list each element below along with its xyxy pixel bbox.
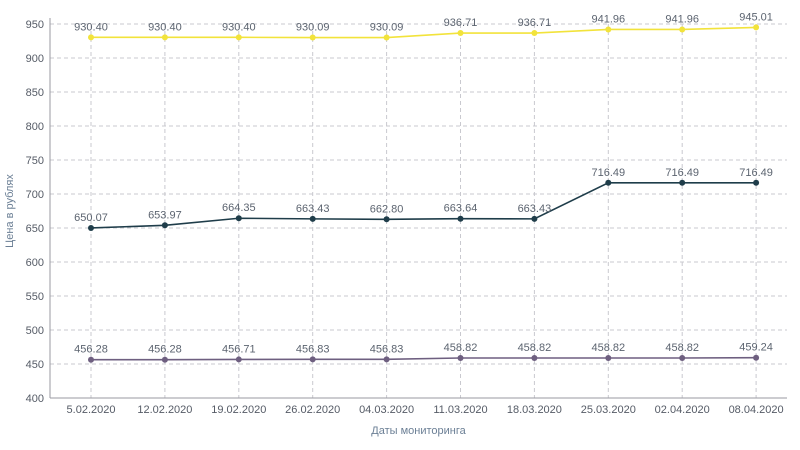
data-label: 930.09 — [296, 22, 330, 34]
data-point — [457, 355, 464, 362]
data-labels: 930.40 930.40 930.40 930.09 930.09 936.71 936.… — [74, 11, 773, 355]
data-point — [679, 355, 686, 362]
data-label: 650.07 — [74, 212, 108, 224]
data-point — [531, 355, 538, 362]
data-label: 936.71 — [518, 17, 552, 29]
y-tick-label: 650 — [26, 223, 44, 235]
data-point — [88, 356, 94, 363]
data-label: 941.96 — [665, 13, 699, 25]
data-point — [309, 34, 316, 41]
data-point — [605, 355, 612, 362]
data-point — [383, 216, 390, 223]
data-point — [383, 356, 390, 363]
x-tick-label: 26.02.2020 — [285, 404, 340, 416]
x-tick-label: 18.03.2020 — [507, 404, 562, 416]
data-label: 459.24 — [739, 342, 773, 354]
x-axis-title: Даты мониторинга — [371, 425, 466, 437]
data-point — [383, 34, 390, 41]
data-point — [531, 215, 538, 222]
series-line-2 — [91, 356, 757, 361]
y-tick-label: 750 — [26, 155, 44, 167]
data-point — [235, 356, 242, 363]
data-label: 458.82 — [518, 342, 552, 354]
data-point — [457, 30, 464, 37]
data-label: 456.83 — [370, 343, 404, 355]
y-tick-label: 400 — [26, 393, 44, 405]
y-tick-label: 550 — [26, 291, 44, 303]
data-point — [753, 354, 760, 361]
y-tick-label: 450 — [26, 359, 44, 371]
y-tick-label: 900 — [26, 53, 44, 65]
data-point — [679, 179, 686, 186]
data-point — [457, 215, 464, 222]
data-point — [235, 215, 242, 222]
x-tick-label: 08.04.2020 — [729, 404, 784, 416]
data-point — [161, 222, 168, 229]
data-point — [605, 26, 612, 33]
data-point — [753, 24, 760, 31]
data-point — [605, 179, 612, 186]
data-point — [88, 34, 94, 41]
x-tick-label: 02.04.2020 — [655, 404, 710, 416]
data-label: 456.28 — [148, 344, 182, 356]
data-point — [309, 356, 316, 363]
y-tick-label: 600 — [26, 257, 44, 269]
y-tick-label: 850 — [26, 87, 44, 99]
x-tick-label: 25.03.2020 — [581, 404, 636, 416]
grid — [50, 23, 787, 398]
x-tick-label: 11.03.2020 — [433, 404, 487, 416]
x-tick-label: 04.03.2020 — [359, 404, 414, 416]
data-point — [161, 34, 168, 41]
y-axis-title: Цена в рублях — [4, 174, 16, 248]
series-line-1 — [90, 181, 757, 229]
data-label: 716.49 — [665, 167, 699, 179]
data-label: 936.71 — [444, 17, 478, 29]
data-label: 945.01 — [739, 11, 773, 23]
data-label: 716.49 — [739, 167, 773, 179]
y-tick-label: 950 — [26, 19, 44, 31]
series-line-0 — [91, 26, 757, 39]
data-point — [88, 224, 94, 231]
y-tick-label: 800 — [26, 121, 44, 133]
data-label: 663.43 — [518, 203, 552, 215]
data-point — [753, 179, 760, 186]
data-label: 458.82 — [444, 342, 478, 354]
data-label: 653.97 — [148, 209, 182, 221]
data-label: 458.82 — [591, 342, 625, 354]
data-label: 456.83 — [296, 343, 330, 355]
x-tick-label: 12.02.2020 — [137, 404, 192, 416]
data-label: 930.40 — [74, 21, 108, 33]
data-point — [531, 30, 538, 37]
data-label: 716.49 — [591, 167, 625, 179]
data-point — [679, 26, 686, 33]
data-point — [309, 215, 316, 222]
data-label: 663.64 — [444, 203, 478, 215]
data-label: 941.96 — [591, 13, 625, 25]
x-tick-label: 19.02.2020 — [211, 404, 266, 416]
data-label: 456.71 — [222, 343, 256, 355]
series-layer — [88, 24, 760, 363]
data-label: 456.28 — [74, 344, 108, 356]
data-label: 930.09 — [370, 22, 404, 34]
data-label: 930.40 — [222, 21, 256, 33]
data-label: 930.40 — [148, 21, 182, 33]
x-tick-label: 5.02.2020 — [67, 404, 116, 416]
data-point — [235, 34, 242, 41]
data-point — [161, 356, 168, 363]
y-tick-label: 700 — [26, 189, 44, 201]
data-label: 663.43 — [296, 203, 330, 215]
y-tick-label: 500 — [26, 325, 44, 337]
axes: 400 450 500 550 600 650 700 750 800 850 900 950 5.02… — [26, 18, 787, 416]
data-label: 662.80 — [370, 203, 404, 215]
data-label: 664.35 — [222, 202, 256, 214]
data-label: 458.82 — [665, 342, 699, 354]
